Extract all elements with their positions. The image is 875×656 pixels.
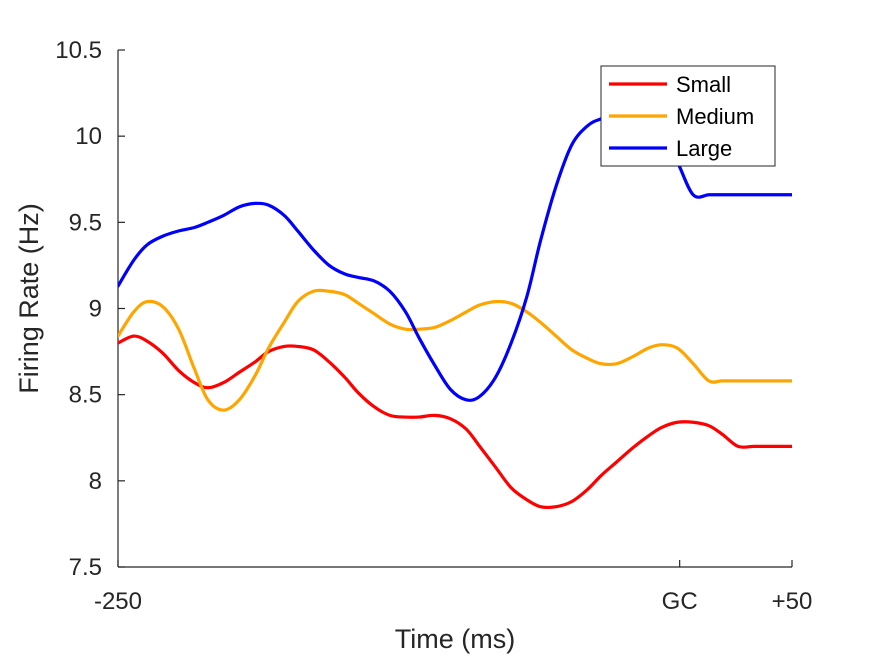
legend-label-small: Small: [676, 72, 731, 97]
y-tick-label: 9.5: [69, 209, 102, 236]
x-tick-label: +50: [772, 588, 813, 615]
y-tick-label: 10.5: [55, 37, 102, 64]
x-tick-label: -250: [94, 588, 142, 615]
y-axis-title: Firing Rate (Hz): [14, 203, 44, 394]
y-tick-label: 9: [89, 296, 102, 323]
y-tick-label: 7.5: [69, 554, 102, 581]
x-ticks: -250 GC +50: [94, 560, 812, 615]
series-line-small: [118, 334, 792, 510]
series-line-large: [118, 113, 792, 402]
legend: Small Medium Large: [600, 65, 776, 167]
legend-label-medium: Medium: [676, 104, 754, 129]
y-tick-label: 8.5: [69, 382, 102, 409]
series-line-medium: [118, 288, 792, 412]
legend-label-large: Large: [676, 136, 732, 161]
y-ticks: 7.5 8 8.5 9 9.5 10 10.5: [55, 37, 125, 581]
series-layer: [118, 113, 792, 510]
y-tick-label: 10: [75, 123, 102, 150]
x-axis-title: Time (ms): [395, 624, 515, 654]
y-tick-label: 8: [89, 468, 102, 495]
x-tick-label: GC: [662, 588, 698, 615]
